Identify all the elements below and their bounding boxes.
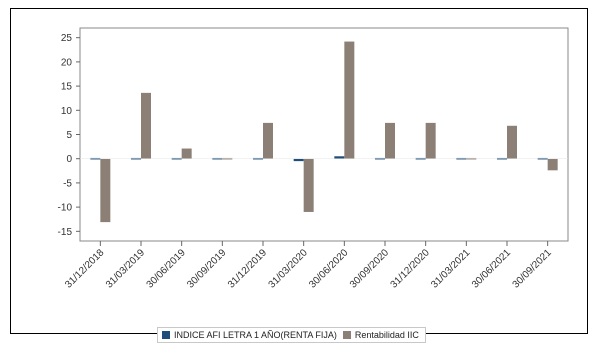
x-tick-label: 31/12/2018 [63,247,106,290]
plot-area [79,27,569,242]
x-tick-label: 31/12/2020 [389,247,432,290]
bar-series-2 [547,158,558,171]
x-tick-label: 30/09/2019 [185,247,228,290]
y-tick-label: -10 [58,203,73,214]
y-tick-label: -15 [58,227,73,238]
bar-series-1 [334,156,345,159]
bar-series-2 [141,92,151,159]
x-tick-label: 31/03/2019 [104,247,147,290]
bar-series-2 [425,122,436,159]
bar-series-2 [263,122,273,159]
y-tick-label: 0 [66,154,72,165]
y-tick-label: -5 [63,178,72,189]
x-tick-label: 30/09/2021 [511,247,554,290]
bar-series-2 [344,41,355,159]
x-tick-label: 30/06/2020 [307,247,350,290]
y-tick-label: 25 [61,33,73,44]
y-tick-label: 10 [61,106,73,117]
bar-series-1 [293,158,304,162]
bar-series-2 [303,158,314,212]
x-tick-label: 31/03/2021 [429,247,472,290]
legend-swatch-rentabilidad [342,331,351,339]
legend-item-indice: INDICE AFI LETRA 1 AÑO(RENTA FIJA) [162,330,337,340]
legend-swatch-indice [162,331,170,339]
bar-chart: -15-10-5051015202531/12/201831/03/201930… [58,27,569,291]
legend-item-rentabilidad: Rentabilidad IIC [342,330,419,340]
bar-series-2 [100,158,111,223]
x-tick-label: 30/06/2021 [470,247,513,290]
bar-series-2 [507,125,517,159]
legend-label-rentabilidad: Rentabilidad IIC [354,330,419,340]
bar-series-2 [385,122,395,159]
x-tick-label: 31/03/2020 [267,247,310,290]
x-tick-label: 30/06/2019 [145,247,188,290]
y-tick-label: 5 [66,130,72,141]
legend-label-indice: INDICE AFI LETRA 1 AÑO(RENTA FIJA) [174,330,337,340]
x-tick-label: 31/12/2019 [226,247,269,290]
y-tick-label: 20 [61,57,73,68]
y-tick-label: 15 [61,82,73,93]
bar-series-2 [181,148,192,159]
x-tick-label: 30/09/2020 [348,247,391,290]
chart-frame: -15 -10 -5 0 5 10 15 20 25 31/12/2018 31/03/2019 30… [10,8,588,343]
